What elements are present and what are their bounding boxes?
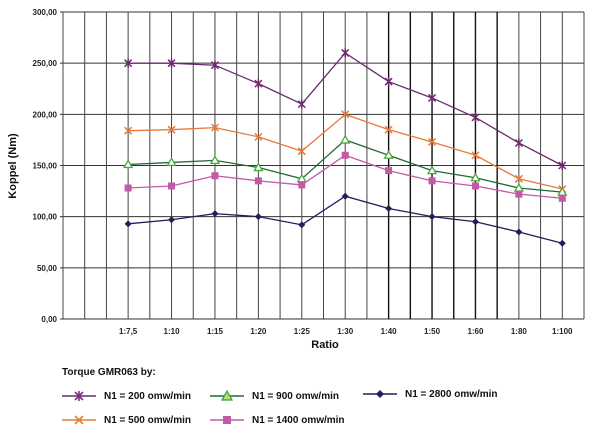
data-point [210,60,219,70]
data-point [428,213,436,221]
y-tick-label: 100,00 [33,213,58,222]
series-star [124,48,567,170]
data-point [383,149,394,159]
legend-label: N1 = 2800 omw/min [405,388,498,400]
legend-label: N1 = 500 omw/min [104,414,191,426]
data-point [558,239,566,247]
grid [60,11,585,320]
data-point [166,157,177,167]
square-marker-icon [210,416,244,424]
data-point [340,134,351,144]
data-point [298,181,306,189]
series-diamond [124,192,566,247]
x-tick-label: 1:100 [552,327,573,336]
y-tick-label: 300,00 [33,8,58,17]
data-point [341,192,349,200]
data-point [341,110,350,119]
series-group [123,48,568,247]
y-tick-label: 50,00 [37,264,58,273]
x-tick-label: 1:10 [164,327,181,336]
x-axis-title: Ratio [311,339,339,351]
data-point [428,93,437,103]
data-point [384,125,393,134]
data-point [384,77,393,87]
x-axis-ticks: 1:7,5 1:10 1:15 1:20 1:25 1:30 1:40 1:50 1:60 1:8… [119,327,573,336]
data-point [471,182,479,190]
data-point [385,204,393,212]
data-point [124,220,132,228]
legend-label: N1 = 1400 omw/min [252,414,345,426]
data-point [124,126,133,135]
legend-label: N1 = 200 omw/min [104,390,191,402]
data-point [385,167,393,175]
series-square [124,151,566,202]
triangle-marker-icon [210,390,244,401]
data-point [168,216,176,224]
y-tick-label: 0,00 [41,315,57,324]
star-marker-icon [62,391,96,401]
legend-title: Torque GMR063 by: [62,367,156,378]
y-tick-label: 200,00 [33,110,58,119]
x-tick-label: 1:30 [337,327,354,336]
data-point [297,147,306,156]
data-point [210,123,219,132]
data-point [297,99,306,109]
x-tick-label: 1:25 [294,327,311,336]
data-point [167,125,176,134]
legend-item-1400: N1 = 1400 omw/min [210,414,345,426]
data-point [471,218,479,226]
y-axis-ticks: 0,00 50,00 100,00 150,00 200,00 250,00 300,00 [33,8,58,324]
data-point [470,172,481,182]
data-point [254,132,263,141]
data-point [514,174,523,183]
data-point [254,177,262,185]
data-point [428,177,436,185]
legend-item-200: N1 = 200 omw/min [62,390,191,402]
data-point [471,112,480,122]
x-tick-label: 1:7,5 [119,327,138,336]
legend-item-900: N1 = 900 omw/min [210,390,339,402]
y-tick-label: 250,00 [33,59,58,68]
data-point [341,48,350,58]
data-point [123,159,134,169]
data-point [211,172,219,180]
line-chart: 0,0050,00100,00150,00200,00250,00300,00 … [7,8,585,351]
x-tick-label: 1:20 [250,327,267,336]
data-point [168,182,176,190]
data-point [254,79,263,89]
data-point [124,184,132,192]
x-tick-label: 1:80 [511,327,528,336]
data-point [515,228,523,236]
data-point [209,155,221,165]
data-point [471,151,480,160]
data-point [253,162,264,172]
x-tick-label: 1:60 [467,327,484,336]
x-tick-label: 1:15 [207,327,224,336]
legend-label: N1 = 900 omw/min [252,390,339,402]
data-point [298,221,306,229]
data-point [211,210,219,218]
data-point [515,190,523,198]
data-point [426,165,438,175]
data-point [254,213,262,221]
y-axis-title: Koppel (Nm) [7,133,19,199]
data-point [341,151,349,159]
x-marker-icon [62,415,96,425]
data-point [558,161,567,170]
y-tick-label: 150,00 [33,162,58,171]
data-point [514,138,523,148]
data-point [124,58,133,68]
x-tick-label: 1:50 [424,327,441,336]
data-point [167,58,176,68]
data-point [558,194,566,202]
legend-item-500: N1 = 500 omw/min [62,414,191,426]
legend-item-2800: N1 = 2800 omw/min [363,388,498,400]
data-point [428,137,437,146]
diamond-marker-icon [363,390,397,398]
x-tick-label: 1:40 [381,327,398,336]
